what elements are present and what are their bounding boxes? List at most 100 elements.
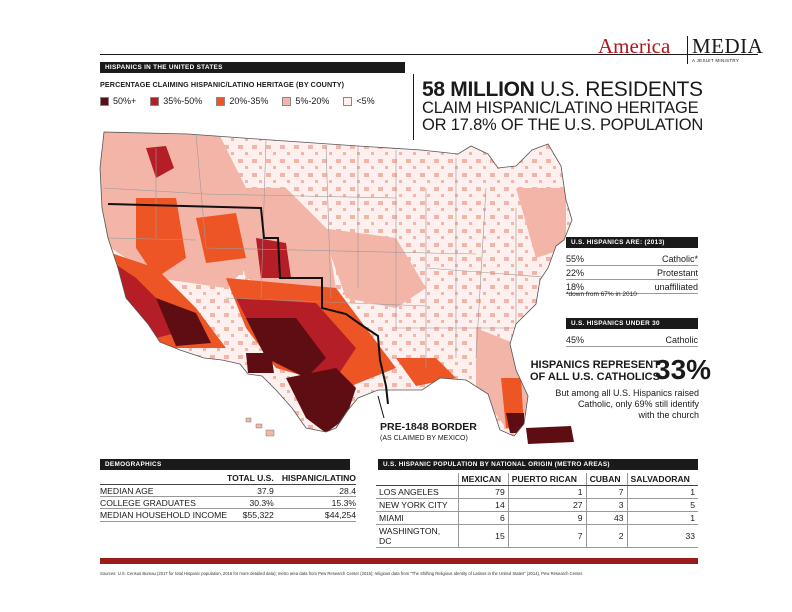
demographics-total: $55,322 xyxy=(227,508,274,522)
origin-city: LOS ANGELES xyxy=(376,485,458,499)
origin-col-header: MEXICAN xyxy=(457,473,509,486)
origin-value: 9 xyxy=(507,511,587,525)
footer-bar xyxy=(100,558,698,564)
origin-city: NEW YORK CITY xyxy=(376,498,458,512)
religion-label: Catholic* xyxy=(661,253,698,264)
demo-col-total: TOTAL U.S. xyxy=(227,473,274,485)
demo-col-hispanic: HISPANIC/LATINO xyxy=(273,473,356,485)
headline-line3: OR 17.8% OF THE U.S. POPULATION xyxy=(422,116,704,135)
headline: 58 MILLION U.S. RESIDENTS CLAIM HISPANIC… xyxy=(422,79,762,135)
headline-line1: U.S. RESIDENTS xyxy=(540,78,703,101)
represent-body1: But among all U.S. Hispanics raised xyxy=(555,388,699,398)
legend: 50%+ 35%-50% 20%-35% 5%-20% <5% xyxy=(100,96,375,106)
legend-swatch xyxy=(216,96,226,106)
origin-value: 1 xyxy=(507,485,587,499)
represent-text: HISPANICS REPRESENT OF ALL U.S. CATHOLIC… xyxy=(530,359,660,383)
legend-item: 5%-20% xyxy=(282,96,329,106)
origin-city: WASHINGTON, DC xyxy=(376,524,458,548)
origin-value: 43 xyxy=(585,511,628,525)
under30-title: U.S. HISPANICS UNDER 30 xyxy=(566,318,698,329)
logo-media: MEDIA xyxy=(692,34,764,58)
under30-pct: 45% xyxy=(566,334,585,345)
demographics-label: COLLEGE GRADUATES xyxy=(100,496,228,510)
legend-label: 35%-50% xyxy=(163,96,203,106)
origin-value: 6 xyxy=(457,511,509,525)
logo-divider xyxy=(687,36,688,64)
origin-value: 15 xyxy=(457,524,509,548)
origin-value: 5 xyxy=(626,498,698,512)
america-media-logo: America MEDIA A JESUIT MINISTRY xyxy=(598,34,763,70)
religion-note: *down from 67% in 2010 xyxy=(566,291,637,298)
us-county-map xyxy=(99,131,574,444)
religion-label: Protestant xyxy=(656,267,698,278)
border-label-title: PRE-1848 BORDER xyxy=(380,421,477,433)
demographics-row: COLLEGE GRADUATES 30.3% 15.3% xyxy=(100,496,356,510)
map-fill xyxy=(100,132,572,436)
origin-row: NEW YORK CITY 14 27 3 5 xyxy=(376,498,698,512)
under30-row: 45% Catholic xyxy=(566,333,698,347)
demographics-label: MEDIAN AGE xyxy=(100,484,228,498)
demographics-total: 37.9 xyxy=(227,484,274,498)
headline-line2: CLAIM HISPANIC/LATINO HERITAGE xyxy=(422,99,699,117)
origin-value: 2 xyxy=(585,524,628,548)
origin-city: MIAMI xyxy=(376,511,458,525)
origin-row: MIAMI 6 9 43 1 xyxy=(376,511,698,525)
legend-item: 50%+ xyxy=(100,96,136,106)
hawaii xyxy=(245,417,275,437)
represent-line1: HISPANICS REPRESENT xyxy=(530,359,660,371)
demographics-total: 30.3% xyxy=(227,496,274,510)
puerto-rico xyxy=(526,426,574,444)
religion-row: 55% Catholic* xyxy=(566,252,698,266)
legend-item: 20%-35% xyxy=(216,96,268,106)
demo-blank-header xyxy=(100,473,228,485)
origin-value: 7 xyxy=(585,485,628,499)
religion-title: U.S. HISPANICS ARE: (2013) xyxy=(566,237,698,248)
logo-america: America xyxy=(598,34,671,58)
origin-value: 1 xyxy=(626,485,698,499)
logo-tagline: A JESUIT MINISTRY xyxy=(692,58,740,63)
demographics-table: TOTAL U.S. HISPANIC/LATINO MEDIAN AGE 37.… xyxy=(100,473,356,522)
border-label: PRE-1848 BORDER (AS CLAIMED BY MEXICO) xyxy=(380,421,477,442)
demographics-hispanic: 28.4 xyxy=(273,484,356,498)
demographics-label: MEDIAN HOUSEHOLD INCOME xyxy=(100,508,228,522)
religion-row: 22% Protestant xyxy=(566,266,698,280)
legend-swatch xyxy=(100,96,109,106)
represent-body3: with the church xyxy=(638,409,699,420)
under30-label: Catholic xyxy=(665,334,698,345)
state-lines xyxy=(103,133,557,368)
legend-swatch xyxy=(282,96,292,106)
top-rule xyxy=(100,54,758,55)
legend-item: <5% xyxy=(343,96,375,106)
origin-row: WASHINGTON, DC 15 7 2 33 xyxy=(376,524,698,548)
border-pointer xyxy=(377,395,385,419)
origin-value: 33 xyxy=(626,524,698,548)
demographics-row: MEDIAN HOUSEHOLD INCOME $55,322 $44,254 xyxy=(100,508,356,522)
pre-1848-border-line xyxy=(107,203,389,405)
origin-table: MEXICAN PUERTO RICAN CUBAN SALVADORAN LOS A… xyxy=(376,473,698,548)
demographics-row: MEDIAN AGE 37.9 28.4 xyxy=(100,484,356,498)
origin-blank-header xyxy=(376,473,458,486)
legend-label: 50%+ xyxy=(113,96,137,106)
legend-title: PERCENTAGE CLAIMING HISPANIC/LATINO HERI… xyxy=(100,80,345,89)
origin-col-header: SALVADORAN xyxy=(626,473,698,486)
headline-divider xyxy=(413,74,414,140)
legend-label: <5% xyxy=(356,96,375,106)
represent-percent: 33% xyxy=(655,354,712,385)
origin-value: 14 xyxy=(457,498,509,512)
demographics-hispanic: $44,254 xyxy=(273,508,356,522)
religion-pct: 22% xyxy=(566,267,585,278)
religion-table: 55% Catholic* 22% Protestant 18% unaffiliated xyxy=(566,252,698,294)
origin-value: 1 xyxy=(626,511,698,525)
border-label-sub: (AS CLAIMED BY MEXICO) xyxy=(380,435,468,442)
headline-number: 58 MILLION xyxy=(422,78,535,101)
origin-col-header: PUERTO RICAN xyxy=(507,473,587,486)
religion-pct: 18% xyxy=(566,281,585,292)
origin-value: 79 xyxy=(457,485,509,499)
origin-value: 3 xyxy=(585,498,628,512)
origin-value: 27 xyxy=(507,498,587,512)
origin-value: 7 xyxy=(507,524,587,548)
legend-swatch xyxy=(150,96,160,106)
origin-col-header: CUBAN xyxy=(585,473,628,486)
legend-swatch xyxy=(343,96,353,106)
represent-body2: Catholic, only 69% still identify xyxy=(577,398,699,409)
